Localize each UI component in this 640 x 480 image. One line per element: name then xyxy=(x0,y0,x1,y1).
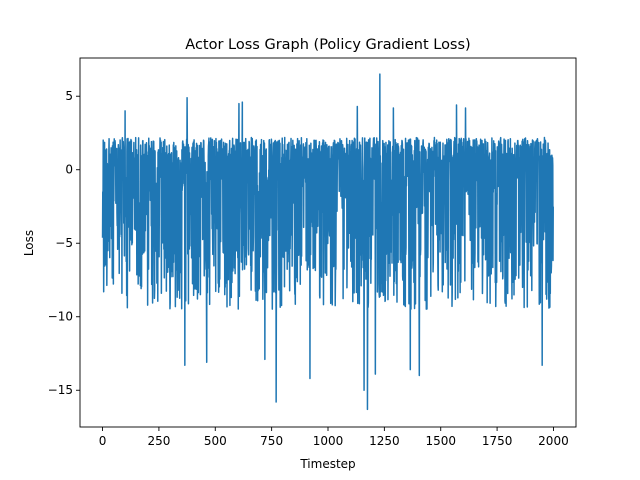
x-tick-label: 2000 xyxy=(538,434,569,448)
x-tick-label: 1500 xyxy=(425,434,456,448)
y-axis-label: Loss xyxy=(22,230,36,256)
x-axis: 0 250 500 750 1000 1250 1500 1750 2000 xyxy=(99,427,569,448)
chart-title: Actor Loss Graph (Policy Gradient Loss) xyxy=(185,37,470,53)
x-tick-label: 250 xyxy=(147,434,170,448)
plot-area xyxy=(101,73,554,411)
x-tick-label: 1250 xyxy=(369,434,400,448)
x-tick-label: 1000 xyxy=(313,434,344,448)
x-tick-label: 1750 xyxy=(482,434,513,448)
x-tick-label: 750 xyxy=(260,434,283,448)
y-tick-label: 0 xyxy=(65,163,73,177)
y-tick-label: −5 xyxy=(55,236,73,250)
y-axis: −15 −10 −5 0 5 xyxy=(48,89,80,397)
x-tick-label: 500 xyxy=(204,434,227,448)
y-tick-label: 5 xyxy=(65,89,73,103)
y-tick-label: −15 xyxy=(48,383,73,397)
x-axis-label: Timestep xyxy=(299,457,355,471)
series-line xyxy=(101,73,554,411)
y-tick-label: −10 xyxy=(48,310,73,324)
x-tick-label: 0 xyxy=(99,434,107,448)
